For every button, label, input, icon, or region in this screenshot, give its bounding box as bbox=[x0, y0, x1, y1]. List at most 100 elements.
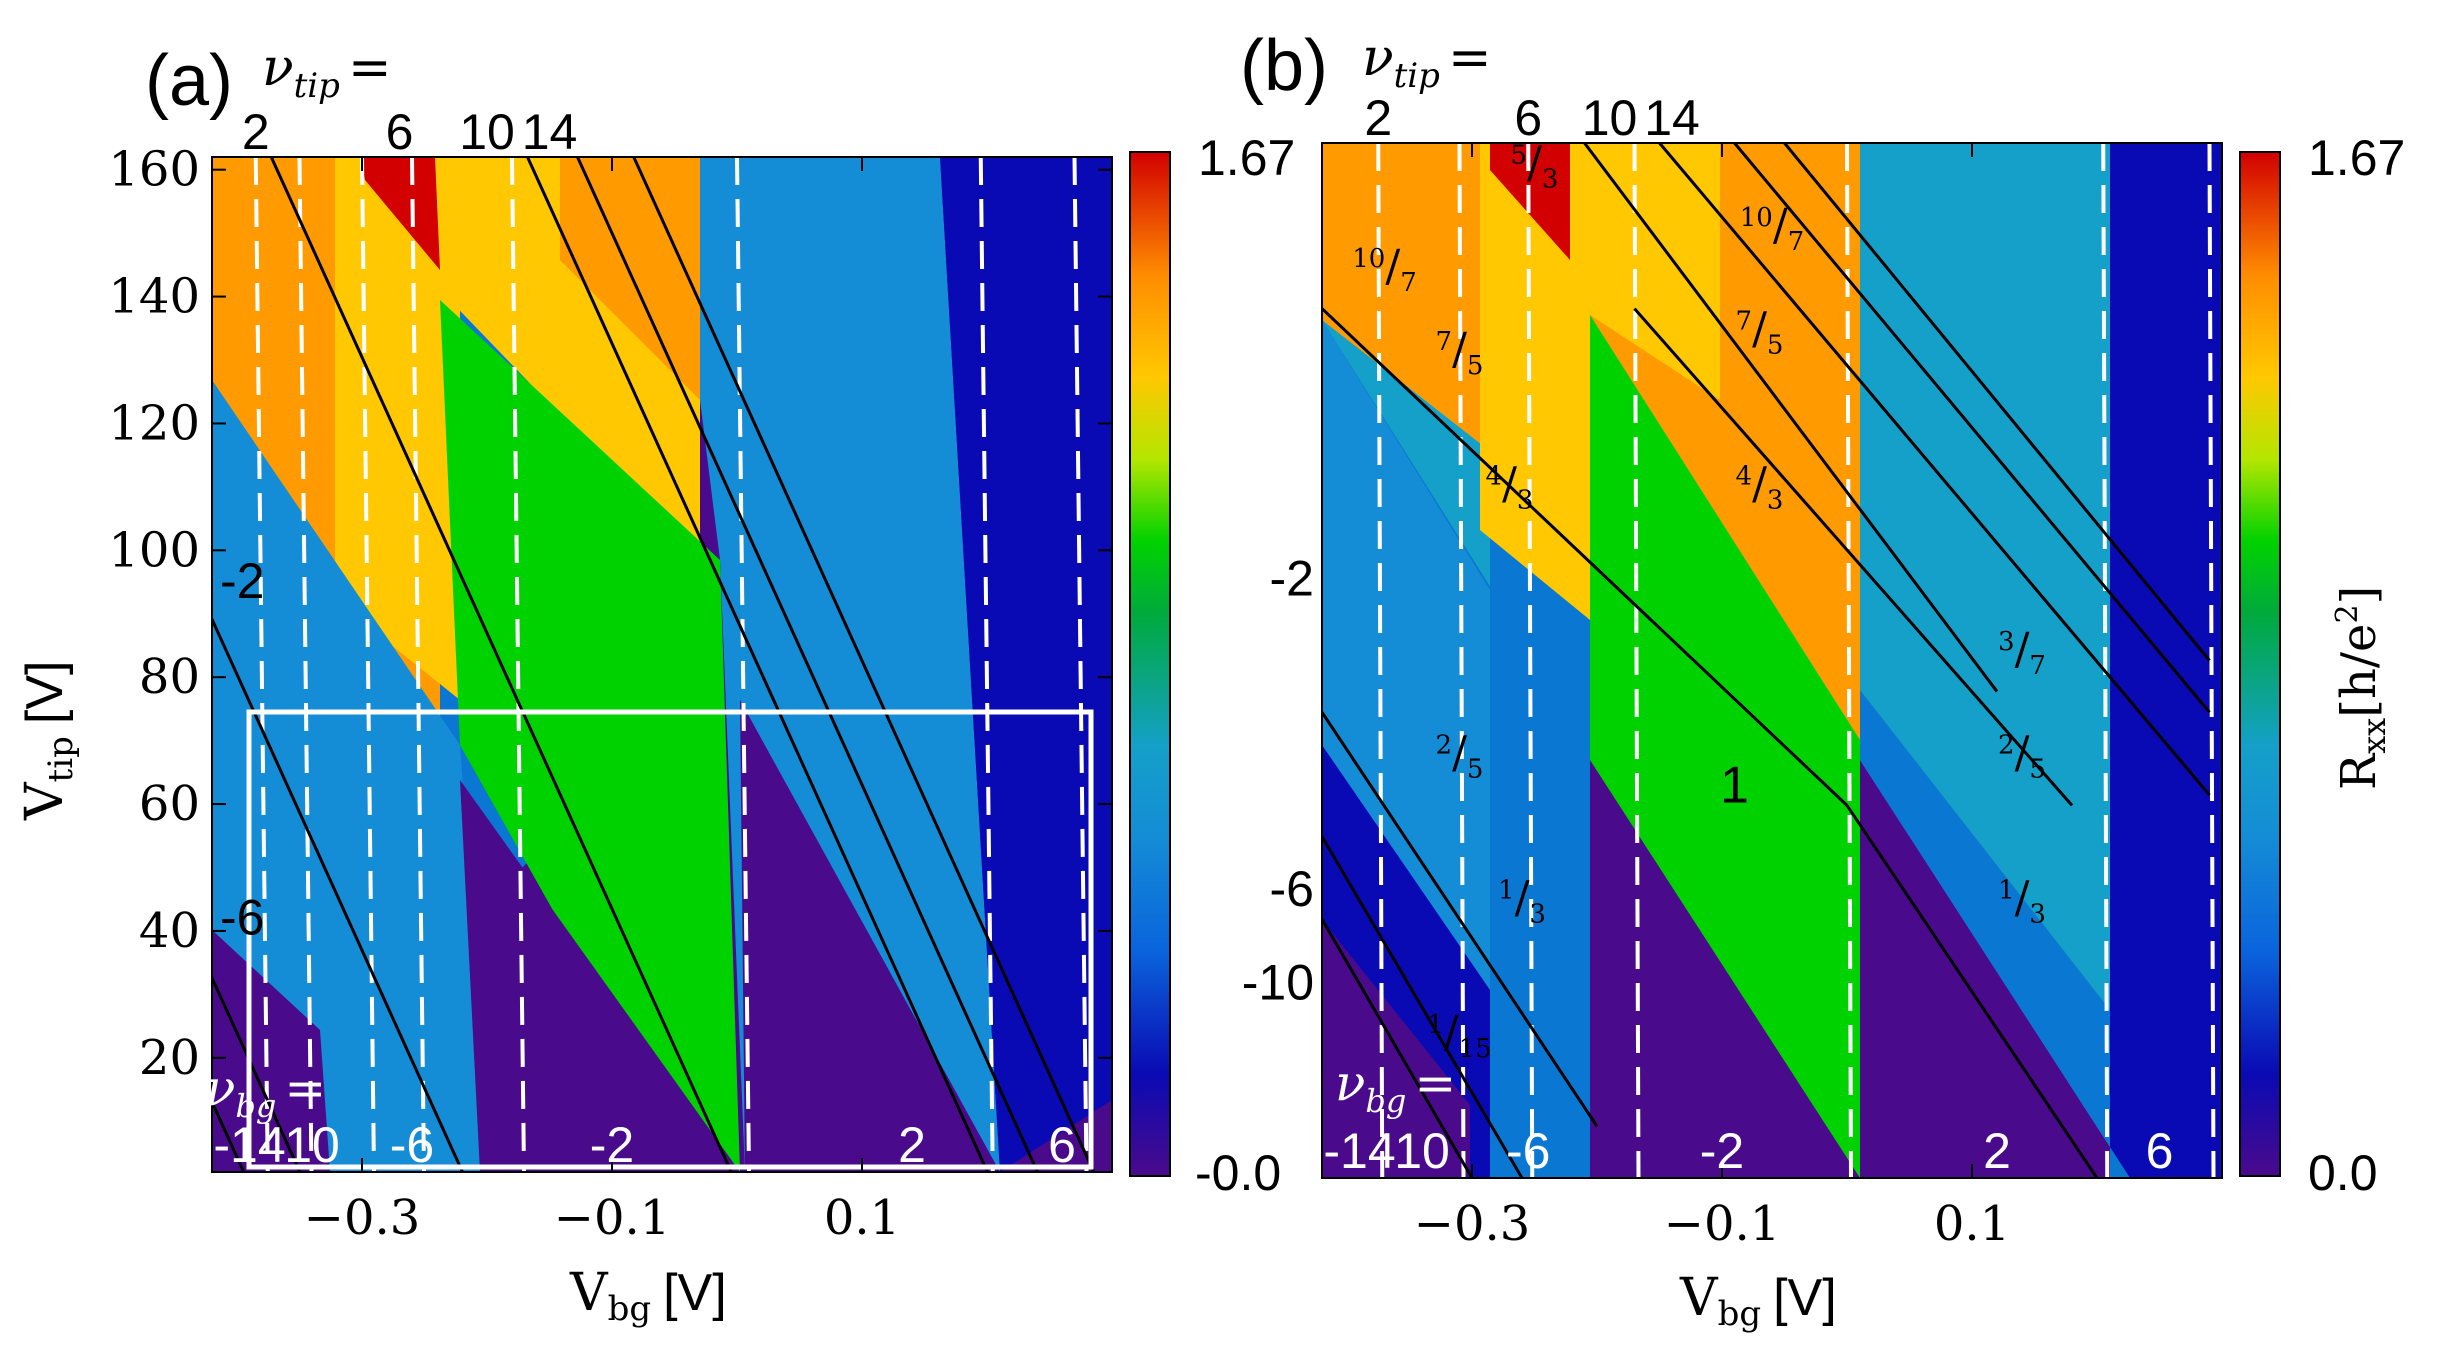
panel-a: −0.3 −0.1 0.1 20 40 60 80 100 120 140 160 (a) νtip… bbox=[15, 38, 1295, 1329]
region-b-blue-right bbox=[1860, 690, 2130, 1178]
y-tick-label: 100 bbox=[108, 522, 200, 578]
nu-bg-title-b: νbg = bbox=[1335, 1054, 1456, 1120]
filling-fraction-label: 4/3 bbox=[1486, 459, 1534, 516]
dashed-boundary bbox=[1457, 142, 1466, 1179]
nu-bg-bottom-label: 2 bbox=[1983, 1123, 2011, 1179]
nu-bg-bottom-label: -14 bbox=[213, 1117, 285, 1173]
x-tick-label: −0.3 bbox=[304, 1190, 421, 1246]
region-b-yellow-mid bbox=[1590, 143, 1720, 400]
filling-fraction-label: 1/3 bbox=[1498, 873, 1546, 930]
nu-tip-left-label: -2 bbox=[1270, 551, 1314, 607]
left-nu-tip-labels-a: -2 -6 bbox=[220, 553, 264, 945]
solid-boundary bbox=[1658, 143, 2211, 797]
region-b-green-fill bbox=[1590, 315, 1860, 1178]
y-tick-label: 140 bbox=[108, 269, 200, 325]
y-tick-label: 160 bbox=[108, 142, 200, 198]
nu-tip-left-label: -6 bbox=[220, 889, 264, 945]
solid-boundary bbox=[1783, 143, 2211, 662]
nu-tip-top-label: 6 bbox=[1514, 90, 1542, 146]
nu-bg-bottom-label: 6 bbox=[1048, 1117, 1076, 1173]
colorbar-a-min: -0.0 bbox=[1195, 1145, 1281, 1201]
nu-tip-top-label: 2 bbox=[242, 104, 270, 160]
x-axis-label-b: Vbg [V] bbox=[1679, 1268, 1837, 1334]
colorbar-b-min: 0.0 bbox=[2308, 1145, 2378, 1201]
dashed-boundary bbox=[1526, 142, 1535, 1179]
region-a-red bbox=[360, 157, 440, 270]
filling-fraction-label: 1/3 bbox=[1998, 873, 2046, 930]
dashed-boundary bbox=[410, 156, 426, 1173]
solid-boundary bbox=[1583, 143, 1999, 693]
fraction-labels-b: 5/3 10/7 10/7 7/5 7/5 4/3 4/3 3/7 2/5 2/5 1/3 1/3 1/… bbox=[1352, 138, 2046, 1064]
solid-boundary bbox=[1322, 835, 1524, 1178]
dashed-boundary bbox=[297, 156, 314, 1173]
nu-tip-left-label: -10 bbox=[1242, 954, 1314, 1010]
nu-bg-bottom-label: 6 bbox=[2146, 1123, 2174, 1179]
nu-bg-bottom-label: -6 bbox=[390, 1117, 434, 1173]
colorbar-a-max: 1.67 bbox=[1198, 130, 1295, 186]
region-a-orange-right bbox=[560, 157, 700, 400]
axes-b: −0.3 −0.1 0.1 bbox=[1414, 143, 2010, 1252]
x-tick-label: −0.3 bbox=[1414, 1196, 1531, 1252]
filling-fraction-label: 4/3 bbox=[1736, 459, 1784, 516]
nu-bg-title-a: νbg = bbox=[205, 1059, 326, 1125]
solid-boundary bbox=[526, 157, 989, 1172]
dashed-boundary bbox=[2207, 142, 2216, 1179]
panel-label-b: (b) bbox=[1240, 26, 1328, 106]
panel-label-a: (a) bbox=[145, 41, 233, 121]
axes-a: −0.3 −0.1 0.1 20 40 60 80 100 120 140 160 bbox=[108, 142, 1112, 1246]
y-tick-label: 80 bbox=[139, 649, 200, 705]
dashed-boundary bbox=[360, 156, 376, 1173]
y-tick-label: 40 bbox=[139, 903, 200, 959]
filling-fraction-label: 5/3 bbox=[1511, 138, 1559, 195]
x-tick-label: 0.1 bbox=[1934, 1196, 2010, 1252]
dashed-boundary bbox=[253, 156, 270, 1173]
solid-boundary bbox=[1322, 307, 1849, 807]
left-nu-tip-labels-b: -2 -6 -10 bbox=[1242, 551, 1314, 1011]
inset-box bbox=[246, 709, 1094, 1170]
boundaries-a bbox=[212, 156, 1096, 1173]
colorbar-b-max: 1.67 bbox=[2308, 130, 2405, 186]
nu-bg-bottom-label: -6 bbox=[1506, 1123, 1550, 1179]
panel-b: −0.3 −0.1 0.1 (b) νtip = 2 6 10 14 -2 -6 -10 -14… bbox=[1240, 26, 2405, 1334]
top-nu-tip-labels-b: 2 6 10 14 bbox=[1364, 90, 1699, 146]
colorbar-a: 1.67 -0.0 bbox=[1129, 130, 1295, 1201]
nu-tip-top-label: 14 bbox=[522, 104, 578, 160]
dashed-boundary bbox=[1632, 142, 1641, 1179]
nu-bg-bottom-label: -2 bbox=[1700, 1123, 1744, 1179]
filling-fraction-label: 2/5 bbox=[1998, 728, 2046, 785]
solid-boundary bbox=[212, 615, 464, 1172]
boundaries-b bbox=[1322, 142, 2216, 1179]
solid-boundary bbox=[1322, 918, 1474, 1178]
plot-frame-b bbox=[1321, 142, 2223, 1179]
dashed-boundary bbox=[1072, 156, 1089, 1173]
region-b-yellow-left bbox=[1480, 143, 1590, 620]
filling-fraction-label: 10/7 bbox=[1352, 241, 1416, 298]
region-a-yellow bbox=[335, 157, 460, 700]
solid-boundary bbox=[212, 974, 302, 1172]
nu-tip-title-b: νtip = bbox=[1362, 28, 1492, 96]
nu-tip-top-label: 14 bbox=[1644, 90, 1700, 146]
solid-boundary bbox=[1733, 143, 2211, 714]
solid-boundary bbox=[1633, 307, 2074, 807]
filling-integer-label: 1 bbox=[1720, 757, 1749, 815]
nu-tip-left-label: -6 bbox=[1270, 861, 1314, 917]
y-tick-label: 60 bbox=[139, 776, 200, 832]
filling-fraction-label: 7/5 bbox=[1736, 303, 1784, 360]
nu-tip-top-label: 10 bbox=[459, 104, 515, 160]
nu-bg-bottom-label: -2 bbox=[590, 1117, 634, 1173]
x-tick-label: −0.1 bbox=[1664, 1196, 1781, 1252]
nu-bg-bottom-label: -14 bbox=[1323, 1123, 1395, 1179]
heatmap-b bbox=[1322, 143, 2222, 1178]
dashed-boundary bbox=[2101, 142, 2110, 1179]
region-a-purple-low bbox=[212, 930, 330, 1172]
solid-boundary bbox=[269, 157, 733, 1172]
region-a-purple-mid bbox=[460, 780, 740, 1172]
filling-fraction-label: 3/7 bbox=[1998, 624, 2046, 681]
plot-frame-a bbox=[211, 156, 1113, 1173]
nu-tip-left-label: -2 bbox=[220, 553, 264, 609]
y-tick-label: 120 bbox=[108, 395, 200, 451]
x-tick-label: 0.1 bbox=[824, 1190, 900, 1246]
filling-fraction-label: 10/7 bbox=[1740, 200, 1804, 257]
dashed-boundary bbox=[1845, 142, 1853, 1179]
dashed-boundary bbox=[1376, 142, 1385, 1179]
